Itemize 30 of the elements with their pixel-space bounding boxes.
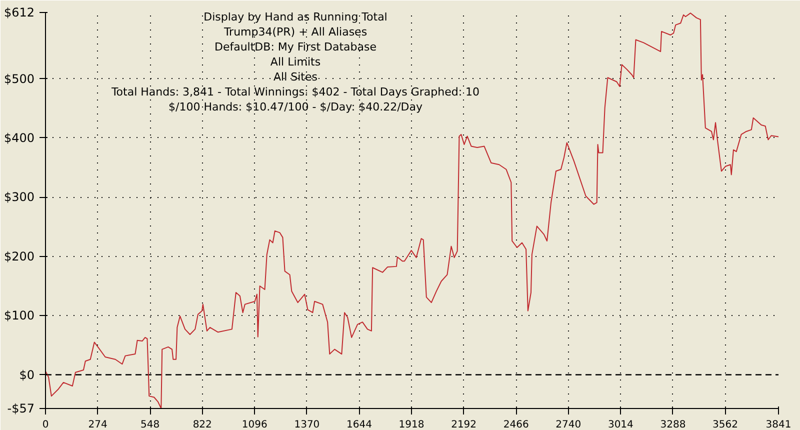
- annotation: Trump34(PR) + All Aliases: [222, 26, 368, 38]
- x-tick-label: 0: [42, 420, 49, 430]
- annotation: All Limits: [270, 56, 321, 68]
- y-tick-label: $612: [4, 6, 35, 20]
- y-tick-label: $400: [4, 130, 35, 145]
- x-tick-label: 3562: [712, 420, 738, 430]
- x-tick-label: 1096: [242, 420, 268, 430]
- y-tick-label: $300: [4, 190, 35, 204]
- x-tick-label: 3014: [608, 420, 634, 430]
- x-tick-label: 2192: [451, 420, 477, 430]
- x-tick-label: 274: [88, 420, 108, 430]
- x-tick-label: 548: [140, 420, 160, 430]
- x-tick-label: 1370: [294, 420, 320, 430]
- chart-title: Display by Hand as Running Total: [204, 10, 388, 24]
- annotation: All Sites: [274, 70, 318, 84]
- x-tick-label: 3288: [660, 420, 686, 430]
- x-tick-label: 2466: [503, 420, 529, 430]
- y-tick-label: $100: [4, 308, 35, 323]
- y-tick-label: $0: [19, 368, 35, 382]
- x-tick-label: 1918: [398, 420, 424, 430]
- x-tick-label: 2740: [556, 420, 582, 430]
- annotation: DefaultDB: My First Database: [214, 40, 377, 54]
- x-tick-label: 822: [192, 420, 212, 430]
- annotation: Total Hands: 3,841 - Total Winnings: $402 - Total Days Graphed: 10: [110, 86, 480, 98]
- y-tick-label: $200: [4, 249, 35, 264]
- y-tick-label: $500: [4, 72, 35, 86]
- annotation: $/100 Hands: $10.47/100 - $/Day: $40.22/Day: [168, 100, 423, 114]
- x-tick-label: 1644: [346, 420, 372, 430]
- x-tick-label: 3841: [766, 420, 792, 430]
- y-tick-label: -$57: [7, 402, 34, 416]
